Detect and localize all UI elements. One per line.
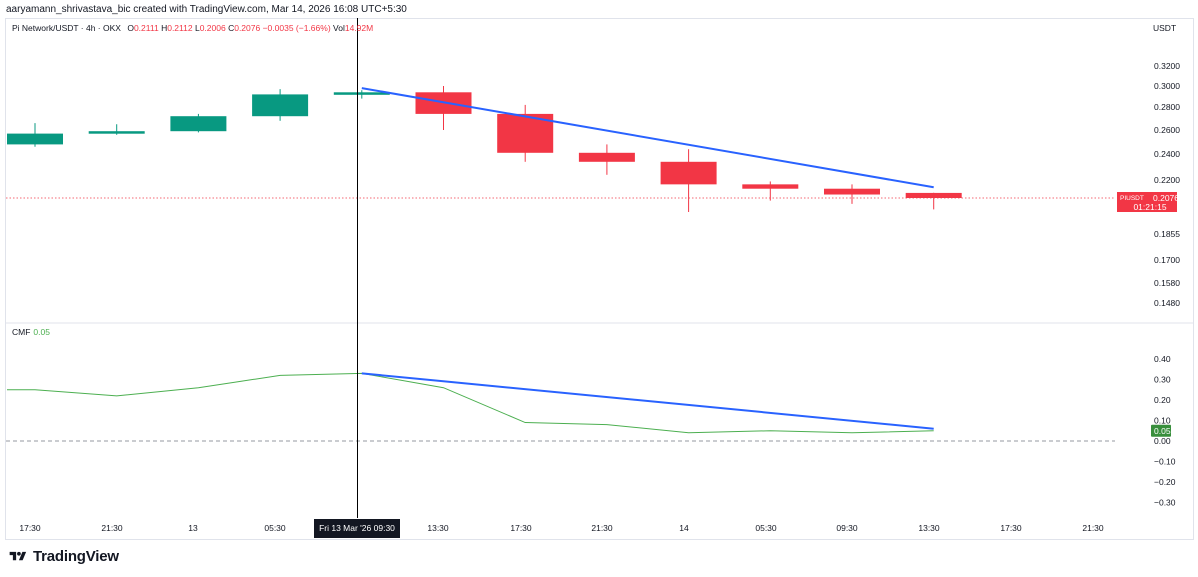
cmf-tick-label: 0.10 [1154, 416, 1171, 426]
candle [905, 192, 962, 210]
cmf-tick-label: 0.00 [1154, 436, 1171, 446]
cmf-axis: 0.40 0.30 0.20 0.10 0.00 −0.10 −0.20 −0.30 0.05 [1151, 354, 1176, 508]
symbol-name[interactable]: Pi Network/USDT · 4h · OKX [12, 23, 121, 33]
time-axis: 17:30 21:30 13 05:30 13:30 17:30 21:30 14 05:30 0… [19, 523, 1104, 533]
candle-body [333, 92, 390, 95]
time-tick-label: 17:30 [1000, 523, 1022, 533]
last-price-symbol: PIUSDT [1120, 195, 1144, 202]
high-label: H [161, 23, 168, 33]
candle-body [742, 184, 799, 189]
cmf-tick-label: −0.20 [1154, 477, 1176, 487]
last-price-countdown: 01:21:15 [1133, 202, 1166, 212]
price-trendline [361, 87, 934, 189]
candle [252, 89, 309, 121]
crosshair-time-label: Fri 13 Mar '26 09:30 [314, 519, 400, 538]
cmf-value-tag-bg [1151, 424, 1171, 437]
candle [578, 144, 635, 175]
cmf-tick-label: 0.40 [1154, 354, 1171, 364]
tradingview-logo-text: TradingView [33, 548, 119, 565]
time-tick-label: 05:30 [264, 523, 286, 533]
price-pane [6, 86, 1194, 324]
cmf-tick-label: −0.10 [1154, 457, 1176, 467]
low-label: L [194, 23, 200, 33]
time-tick-label: 17:30 [510, 523, 532, 533]
currency-label[interactable]: USDT [1153, 23, 1177, 33]
candle-body [170, 116, 227, 132]
candle [7, 123, 63, 147]
candle-body [905, 192, 962, 198]
candle-body [7, 133, 63, 145]
price-tick-label: 0.1480 [1154, 298, 1180, 308]
price-tick-label: 0.2400 [1154, 149, 1180, 159]
candle [415, 86, 472, 130]
cmf-indicator-name[interactable]: CMF [12, 327, 31, 337]
candle-body [660, 161, 717, 185]
change-value: −0.0035 (−1.66%) [262, 23, 331, 33]
candle [170, 113, 227, 133]
cmf-pane [6, 372, 1115, 442]
crosshair-time-text: Fri 13 Mar '26 09:30 [319, 523, 395, 533]
cmf-legend[interactable]: CMF 0.05 [12, 327, 50, 337]
time-tick-label: 13:30 [918, 523, 940, 533]
volume-label: Vol [333, 23, 345, 33]
open-value: 0.2111 [133, 23, 159, 33]
price-tick-label: 0.1580 [1154, 278, 1180, 288]
candle [88, 124, 145, 135]
crosshair-time-bg [314, 519, 400, 538]
last-price-value-bg [1151, 192, 1177, 212]
time-tick-label: 13:30 [427, 523, 449, 533]
chart-overlay: Fri 13 Mar '26 09:30 [314, 18, 400, 538]
price-tick-label: 0.1700 [1154, 255, 1180, 265]
cmf-line [7, 372, 934, 434]
last-price-tag-bg [1117, 192, 1161, 212]
candle-body [578, 152, 635, 162]
last-price-value: 0.2076 [1153, 193, 1179, 203]
time-tick-label: 13 [188, 523, 198, 533]
price-tick-label: 0.2600 [1154, 125, 1180, 135]
candle [824, 184, 880, 204]
chart-frame [5, 18, 1194, 540]
candle-body [824, 188, 880, 195]
cmf-trendline [361, 372, 934, 430]
cmf-tick-label: −0.30 [1154, 498, 1176, 508]
price-tick-label: 0.2200 [1154, 175, 1180, 185]
price-tick-label: 0.2800 [1154, 102, 1180, 112]
time-tick-label: 17:30 [19, 523, 41, 533]
cmf-indicator-value: 0.05 [33, 327, 50, 337]
close-value: 0.2076 [234, 23, 261, 33]
cmf-value-tag-text: 0.05 [1154, 426, 1171, 436]
chart-creator-caption: aaryamann_shrivastava_bic created with T… [6, 4, 407, 15]
tradingview-logo[interactable]: TradingView [7, 548, 119, 565]
symbol-legend[interactable]: Pi Network/USDT · 4h · OKX O0.2111 H0.21… [12, 23, 373, 33]
price-tick-label: 0.3200 [1154, 61, 1180, 71]
price-axis: 0.3200 0.3000 0.2800 0.2600 0.2400 0.2200 0.18… [1117, 61, 1180, 308]
time-tick-label: 14 [679, 523, 689, 533]
price-tick-label: 0.3000 [1154, 81, 1180, 91]
price-tick-label: 0.1855 [1154, 229, 1180, 239]
low-value: 0.2006 [199, 23, 226, 33]
candle [660, 149, 717, 213]
time-tick-label: 21:30 [591, 523, 613, 533]
candle-body [88, 131, 145, 134]
open-label: O [127, 23, 134, 33]
time-tick-label: 21:30 [1082, 523, 1104, 533]
close-label: C [228, 23, 235, 33]
time-tick-label: 09:30 [836, 523, 858, 533]
candle [333, 90, 390, 99]
time-tick-label: 05:30 [755, 523, 777, 533]
tradingview-logo-icon [9, 551, 27, 561]
cmf-tick-label: 0.20 [1154, 395, 1171, 405]
candle [742, 181, 799, 201]
high-value: 0.2112 [167, 23, 193, 33]
candle-body [252, 94, 309, 117]
cmf-value-tag: 0.05 [1151, 424, 1171, 437]
cmf-tick-label: 0.30 [1154, 375, 1171, 385]
time-tick-label: 21:30 [101, 523, 123, 533]
volume-value: 14.92M [344, 23, 374, 33]
